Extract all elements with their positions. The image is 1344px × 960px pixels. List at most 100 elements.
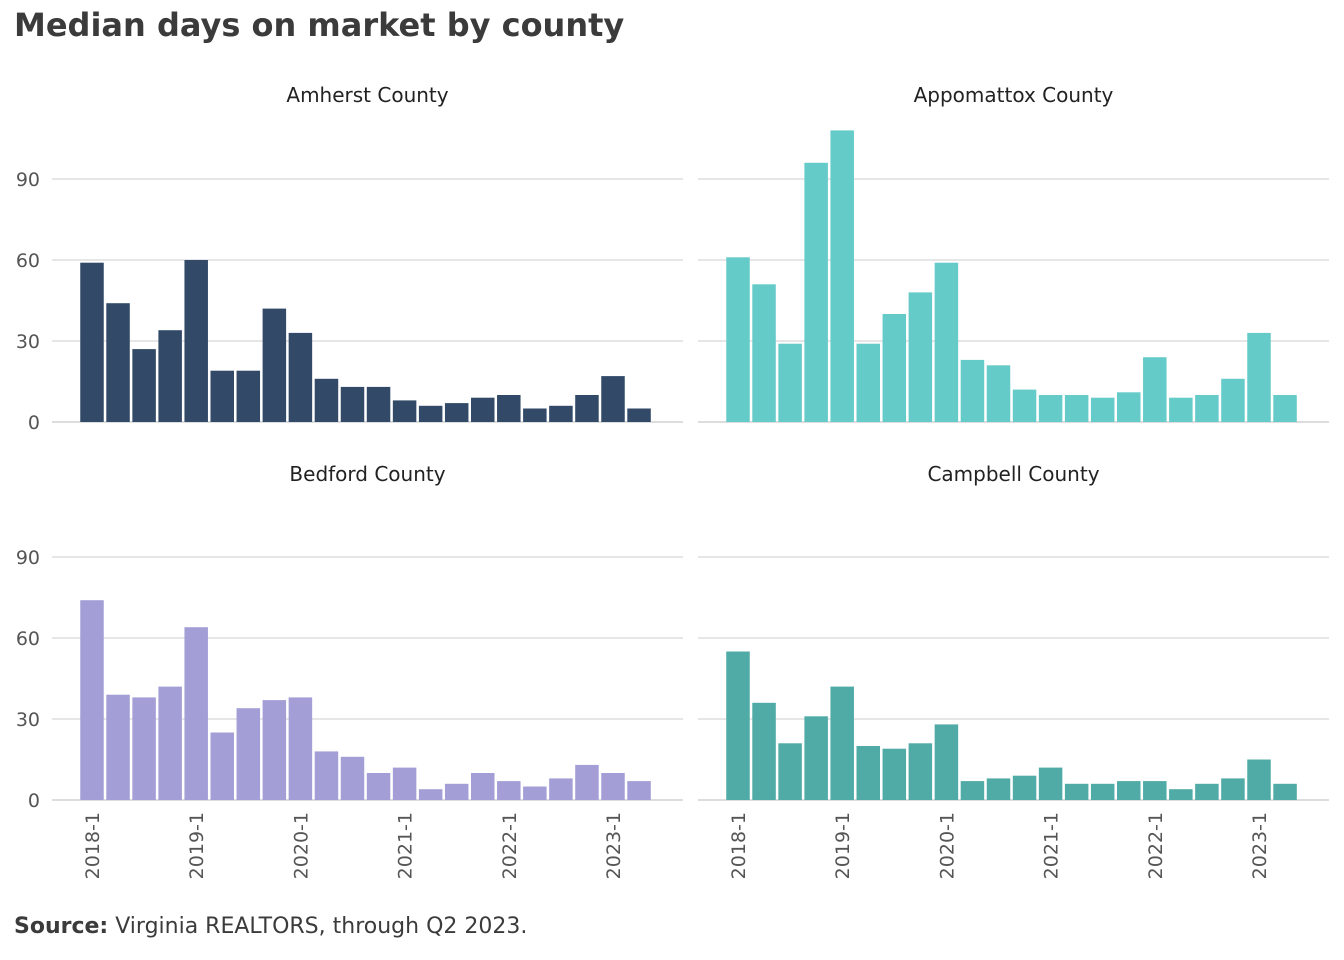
y-tick-label: 30	[16, 709, 40, 731]
x-tick-label: 2019-1	[186, 812, 208, 879]
x-tick-label: 2021-1	[395, 812, 417, 879]
x-tick-label: 2018-1	[82, 812, 104, 879]
bar	[1247, 332, 1271, 422]
bar	[627, 408, 651, 422]
panel-title: Campbell County	[927, 462, 1099, 486]
bar	[1064, 783, 1089, 800]
bar	[314, 751, 339, 800]
bar	[1038, 767, 1063, 800]
bar	[1221, 378, 1245, 422]
panel-bedford-county: Bedford County 0 30 60 90 2018-1 2019-1 2020-1 2…	[16, 462, 683, 879]
bar	[80, 262, 104, 422]
bar	[1143, 781, 1167, 800]
bar	[288, 697, 313, 800]
y-tick-label: 60	[16, 628, 40, 650]
bar	[106, 694, 130, 800]
x-tick-label: 2020-1	[290, 812, 312, 879]
bar	[418, 405, 443, 422]
bar	[1090, 783, 1115, 800]
bar	[778, 743, 802, 800]
bar	[1247, 759, 1271, 800]
y-tick-label: 90	[16, 169, 40, 191]
bar	[262, 308, 287, 422]
bar	[934, 262, 959, 422]
bar	[1038, 395, 1063, 422]
bar	[882, 748, 907, 800]
bar	[210, 732, 234, 800]
bar	[856, 746, 880, 800]
bar	[627, 781, 651, 800]
bar	[549, 405, 573, 422]
x-tick-label: 2020-1	[936, 812, 958, 879]
bar	[882, 314, 907, 422]
bar	[726, 257, 750, 422]
bar	[471, 773, 495, 800]
bar	[986, 365, 1011, 422]
bar	[575, 764, 599, 800]
bar	[1195, 783, 1219, 800]
bar	[132, 349, 156, 422]
bar	[1012, 389, 1037, 422]
bar	[549, 778, 573, 800]
y-tick-label: 60	[16, 250, 40, 272]
bar	[444, 783, 469, 800]
panel-title: Bedford County	[289, 462, 445, 486]
bar	[1221, 778, 1245, 800]
bar	[804, 162, 828, 423]
y-tick-label: 90	[16, 547, 40, 569]
bar	[106, 303, 130, 422]
panel-title: Amherst County	[286, 83, 448, 107]
bar	[830, 686, 854, 800]
bar	[1117, 392, 1141, 422]
bar	[444, 403, 469, 422]
y-tick-label: 0	[28, 412, 40, 434]
bar	[804, 716, 828, 800]
bar	[1273, 783, 1297, 800]
source-text: Virginia REALTORS, through Q2 2023.	[115, 914, 528, 939]
bar	[1117, 781, 1141, 800]
bar	[392, 400, 417, 422]
x-tick-label: 2021-1	[1041, 812, 1063, 879]
bar	[856, 343, 880, 422]
bar	[497, 781, 521, 800]
bar	[523, 786, 547, 800]
bar	[601, 376, 625, 422]
bar	[908, 292, 933, 422]
bar	[1143, 357, 1167, 422]
bar	[960, 359, 985, 422]
bar	[236, 708, 261, 800]
x-tick-label: 2018-1	[728, 812, 750, 879]
bar	[1195, 395, 1219, 422]
bar	[236, 370, 261, 422]
panel-campbell-county: Campbell County 2018-1 2019-1 2020-1 2021-1 2…	[698, 462, 1329, 879]
bar	[960, 781, 985, 800]
bar	[497, 395, 521, 422]
panel-appomattox-county: Appomattox County	[698, 83, 1329, 423]
bar	[1090, 397, 1115, 422]
x-tick-label: 2022-1	[1145, 812, 1167, 879]
bar	[778, 343, 802, 422]
bar	[210, 370, 234, 422]
bar	[523, 408, 547, 422]
bar	[80, 600, 104, 800]
bar	[908, 743, 933, 800]
bar	[1012, 775, 1037, 800]
x-tick-label: 2023-1	[603, 812, 625, 879]
bar	[830, 130, 854, 422]
bar	[262, 700, 287, 800]
source-note: Source: Virginia REALTORS, through Q2 20…	[14, 914, 527, 939]
bar	[132, 697, 156, 800]
bar	[601, 773, 625, 800]
bar	[726, 651, 750, 800]
bar	[1169, 397, 1193, 422]
bar	[288, 332, 313, 422]
panel-amherst-county: Amherst County 0 30 60 90	[16, 83, 683, 434]
y-tick-label: 30	[16, 331, 40, 353]
page-title: Median days on market by county	[14, 6, 625, 44]
x-tick-label: 2022-1	[499, 812, 521, 879]
panel-title: Appomattox County	[914, 83, 1114, 107]
bar	[986, 778, 1011, 800]
bar	[392, 767, 417, 800]
bar	[184, 627, 208, 800]
